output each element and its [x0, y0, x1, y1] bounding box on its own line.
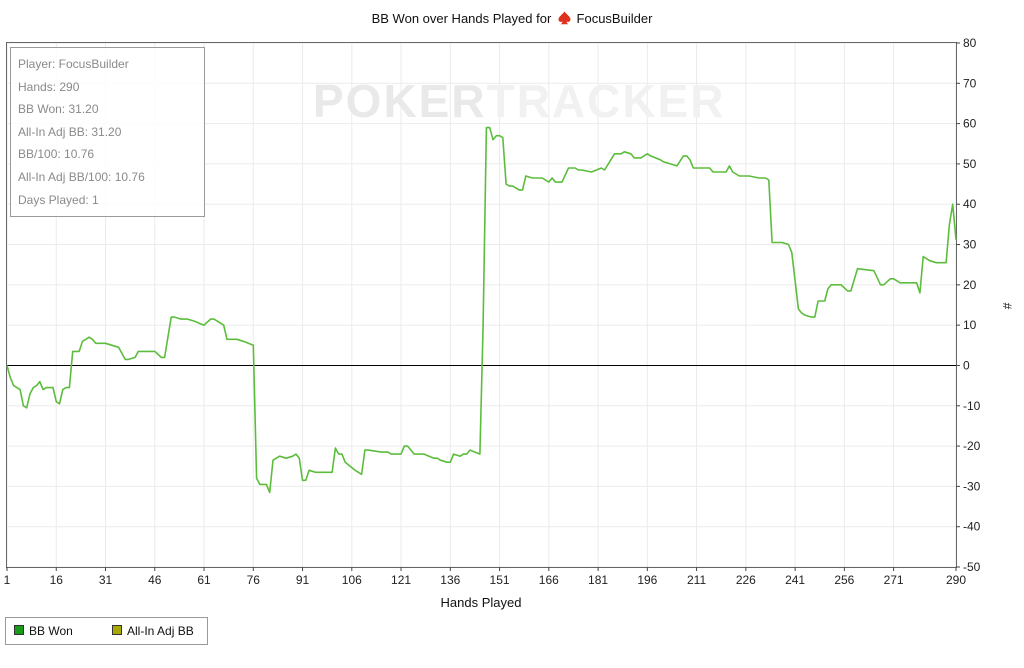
x-tick-label: 121	[391, 573, 411, 587]
chart-legend: BB Won All-In Adj BB	[5, 617, 208, 645]
x-tick-label: 151	[490, 573, 510, 587]
x-tick-label: 106	[342, 573, 362, 587]
y-tick-label: -10	[963, 399, 981, 413]
x-tick-label: 166	[539, 573, 559, 587]
legend-label-allin-adj-bb: All-In Adj BB	[127, 624, 194, 638]
info-bb-per-100: BB/100: 10.76	[18, 147, 95, 162]
y-axis-label: #	[1000, 303, 1014, 310]
x-tick-label: 211	[687, 573, 706, 587]
x-tick-label: 31	[99, 573, 113, 587]
y-axis-ticks: 80 70 60 50 40 30 20 10 0 -10 -20 -30 -40 -50	[956, 36, 981, 574]
y-tick-label: -40	[963, 520, 981, 534]
legend-swatch-bb-won	[14, 625, 24, 635]
x-tick-label: 271	[884, 573, 904, 587]
x-tick-label: 1	[4, 573, 11, 587]
y-tick-label: 80	[963, 36, 977, 50]
y-tick-label: 30	[963, 238, 977, 252]
info-bb-won: BB Won: 31.20	[18, 102, 99, 117]
series-line-bb-won	[6, 126, 957, 494]
info-allin-adj-bb-per-100: All-In Adj BB/100: 10.76	[18, 169, 145, 184]
x-axis-label: Hands Played	[441, 595, 522, 610]
legend-item-bb-won[interactable]: BB Won	[14, 624, 73, 638]
info-days-played: Days Played: 1	[18, 192, 99, 207]
x-tick-label: 46	[148, 573, 162, 587]
x-tick-label: 181	[588, 573, 608, 587]
x-tick-label: 91	[296, 573, 310, 587]
legend-label-bb-won: BB Won	[29, 624, 73, 638]
x-tick-label: 256	[834, 573, 854, 587]
x-tick-label: 226	[736, 573, 756, 587]
info-player: Player: FocusBuilder	[18, 57, 129, 71]
chart-title: BB Won over Hands Played for FocusBuilde…	[0, 11, 1024, 28]
spade-icon	[558, 11, 571, 28]
x-axis-ticks: 1 16 31 46 61 76 91 106 121 136 151 166 181 196 211 226…	[4, 567, 966, 587]
info-allin-adj-bb: All-In Adj BB: 31.20	[18, 124, 122, 139]
chart-title-text: BB Won over Hands Played for	[371, 11, 552, 26]
y-tick-label: 40	[963, 197, 977, 211]
watermark-part1: POKER	[313, 75, 487, 127]
x-tick-label: 290	[946, 573, 966, 587]
legend-item-allin-adj-bb[interactable]: All-In Adj BB	[112, 624, 194, 638]
x-tick-label: 196	[637, 573, 657, 587]
y-tick-label: 10	[963, 318, 977, 332]
pokertracker-watermark: POKERTRACKER	[313, 74, 725, 128]
y-tick-label: -20	[963, 439, 981, 453]
x-tick-label: 76	[247, 573, 261, 587]
y-tick-label: 50	[963, 157, 977, 171]
y-tick-label: 20	[963, 278, 977, 292]
x-tick-label: 16	[50, 573, 64, 587]
plot-frame	[6, 42, 957, 568]
y-tick-label: -50	[963, 560, 981, 574]
y-tick-label: -30	[963, 479, 981, 493]
stats-info-box: Player: FocusBuilder Hands: 290 BB Won: …	[10, 47, 205, 217]
x-tick-label: 241	[785, 573, 805, 587]
y-tick-label: 70	[963, 76, 977, 90]
watermark-part2: TRACKER	[486, 75, 726, 127]
y-tick-label: 0	[963, 358, 970, 372]
y-tick-label: 60	[963, 117, 977, 131]
chart-title-player: FocusBuilder	[576, 11, 653, 26]
x-tick-label: 61	[197, 573, 211, 587]
x-tick-label: 136	[440, 573, 460, 587]
series-layer	[6, 126, 957, 494]
info-hands: Hands: 290	[18, 79, 80, 94]
legend-swatch-allin-adj-bb	[112, 625, 122, 635]
